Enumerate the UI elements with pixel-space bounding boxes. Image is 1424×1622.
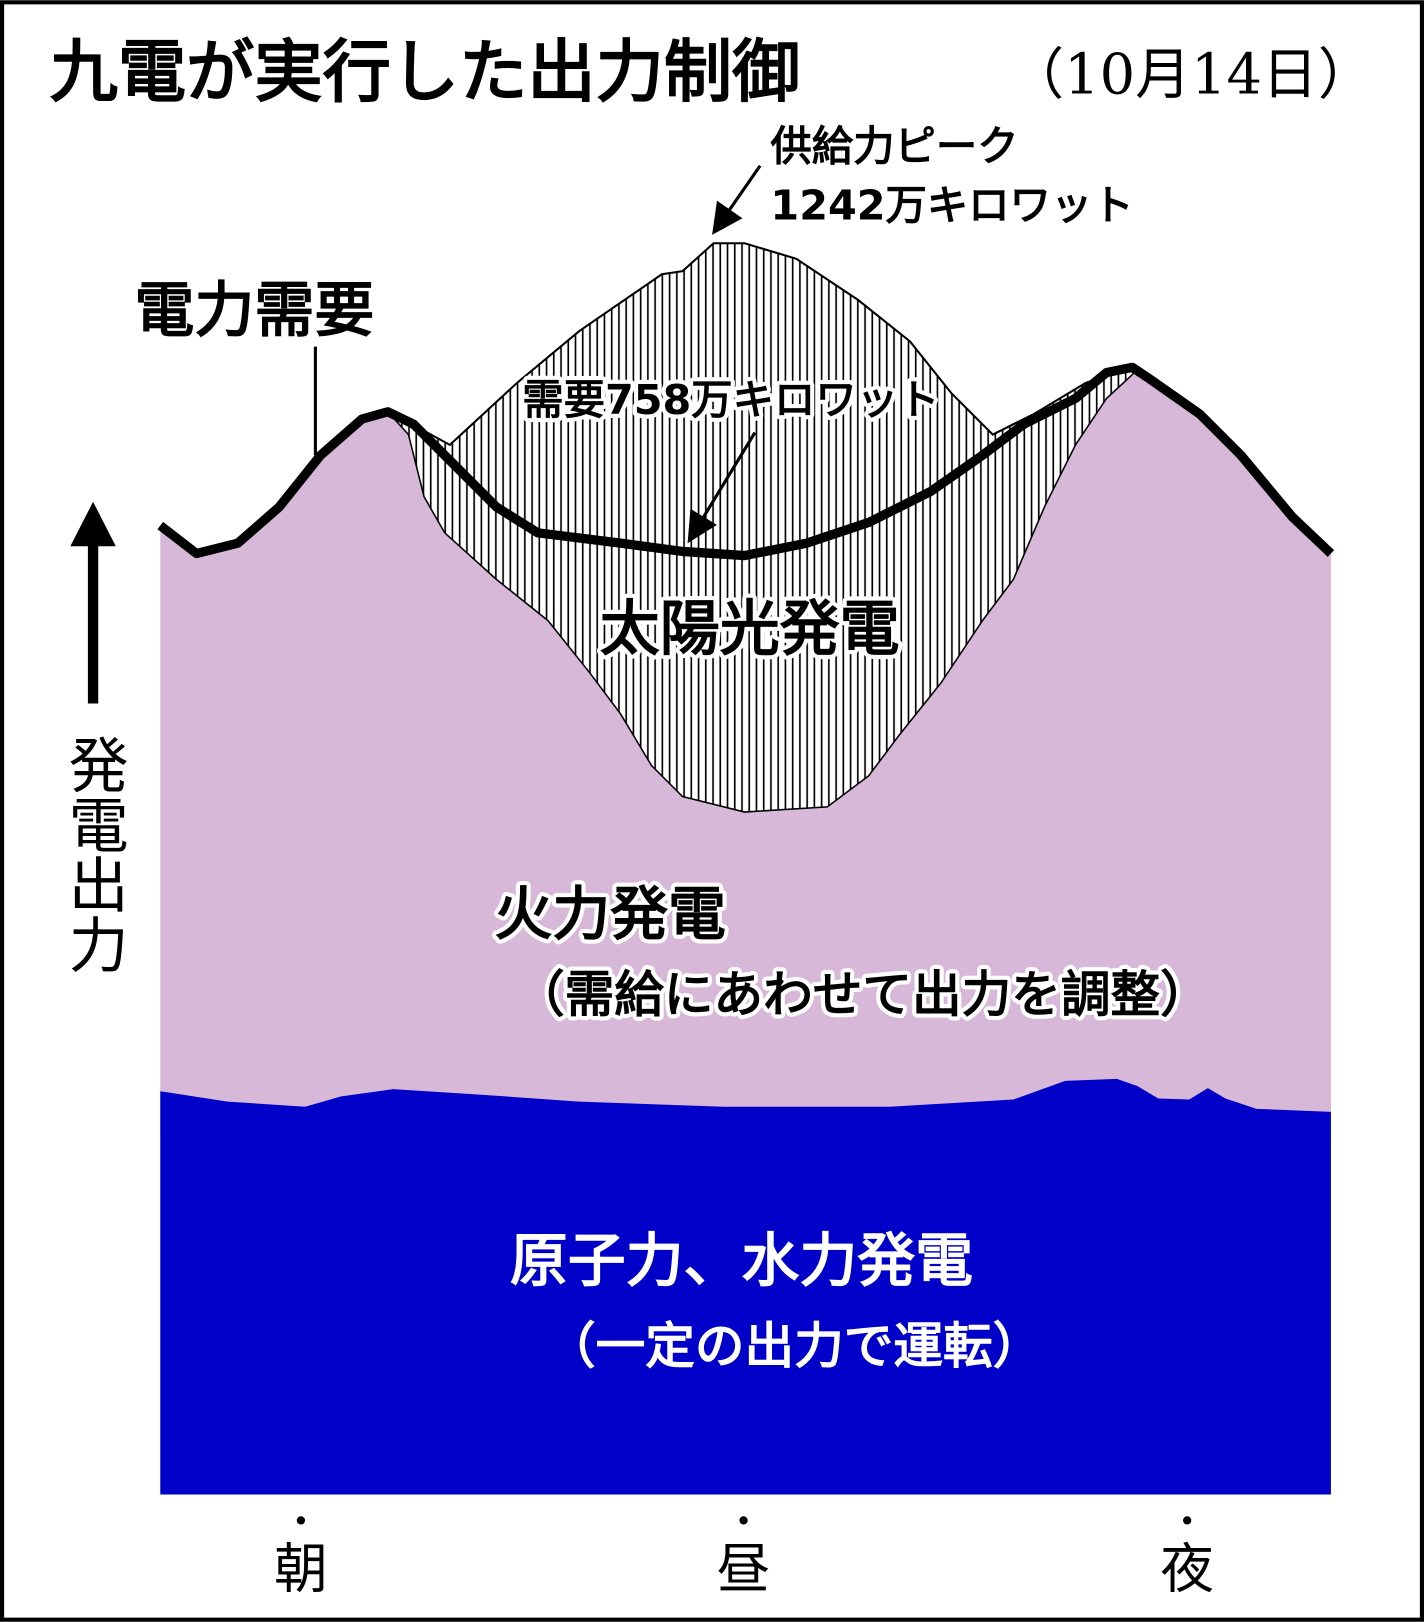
solar-label: 太陽光発電	[600, 595, 900, 665]
x-label: 夜	[1160, 1538, 1214, 1601]
demand-line	[157, 362, 1335, 561]
y-arrow-head	[70, 501, 116, 547]
base-area	[160, 1078, 1331, 1495]
base-label: 原子力、水力発電	[510, 1226, 973, 1294]
thermal-label: 火力発電	[494, 880, 726, 948]
demand-label: 電力需要	[134, 276, 374, 346]
solar-edge	[387, 374, 1133, 813]
thermal-area	[160, 374, 1331, 1138]
demand-arrow	[687, 431, 757, 544]
x-label: 昼	[717, 1538, 771, 1601]
y-axis-label: 発電出力	[58, 734, 128, 974]
title-date: （10月14日）	[1008, 42, 1373, 107]
demand-value: 需要758万キロワット	[522, 376, 939, 424]
x-dot	[296, 1516, 306, 1525]
peak-label: 供給力ピーク	[770, 123, 1018, 171]
x-dot	[739, 1516, 748, 1525]
x-label: 朝	[274, 1538, 328, 1601]
peak-value: 1242万キロワット	[770, 181, 1133, 229]
peak-arrow	[712, 164, 762, 235]
thermal-note: （需給にあわせて出力を調整）	[515, 966, 1210, 1024]
base-note: （一定の出力で運転）	[546, 1317, 1042, 1375]
title: 九電が実行した出力制御	[50, 33, 801, 112]
x-dot	[1183, 1516, 1192, 1525]
